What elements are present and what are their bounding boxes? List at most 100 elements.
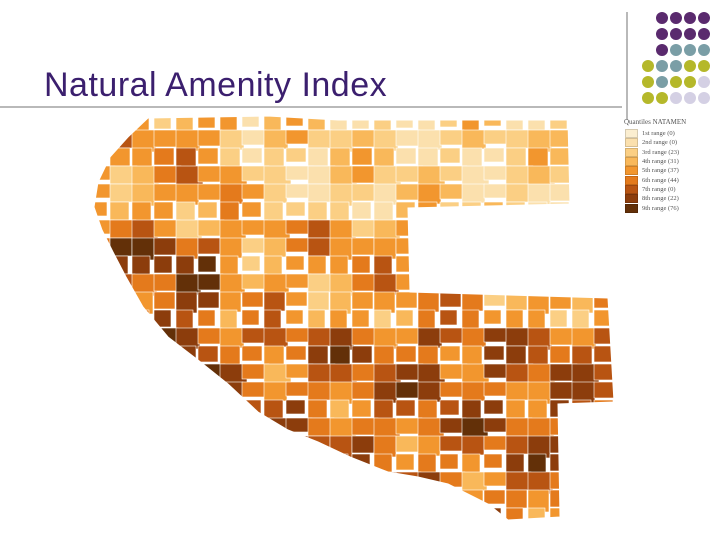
county-region xyxy=(395,327,421,345)
county-region xyxy=(131,435,155,459)
county-region xyxy=(549,237,573,256)
county-region xyxy=(94,291,110,307)
decorative-dot xyxy=(670,92,682,104)
county-region xyxy=(549,507,568,520)
county-region xyxy=(571,453,591,476)
county-region xyxy=(153,507,172,520)
county-region xyxy=(263,453,283,474)
legend-item: 1st range (0) xyxy=(620,129,720,139)
county-region xyxy=(94,417,115,433)
legend-swatch xyxy=(625,194,638,204)
county-region xyxy=(197,147,219,165)
county-region xyxy=(109,471,136,491)
county-region xyxy=(263,507,282,520)
county-region xyxy=(549,489,572,508)
county-region xyxy=(197,417,225,435)
decorative-dot xyxy=(642,60,654,72)
county-region xyxy=(616,454,622,474)
county-region xyxy=(285,399,306,415)
county-region xyxy=(527,219,555,243)
county-region xyxy=(285,183,310,199)
county-region xyxy=(219,417,247,439)
legend-swatch xyxy=(625,184,638,194)
county-region xyxy=(94,116,106,127)
county-region xyxy=(197,381,222,399)
county-region xyxy=(395,147,417,165)
decorative-dot xyxy=(656,92,668,104)
legend-swatch xyxy=(625,147,638,157)
county-region xyxy=(417,273,444,295)
county-region xyxy=(307,116,326,131)
county-region xyxy=(593,165,614,183)
county-region xyxy=(616,220,622,240)
county-region xyxy=(616,436,622,456)
county-region xyxy=(307,309,326,329)
county-region xyxy=(571,147,593,170)
county-region xyxy=(241,116,260,128)
county-region xyxy=(505,255,525,275)
county-region xyxy=(241,291,264,308)
county-region xyxy=(395,129,421,147)
county-region xyxy=(417,183,442,205)
county-region xyxy=(109,273,136,293)
county-region xyxy=(307,291,330,311)
county-region xyxy=(197,399,218,417)
horizontal-rule xyxy=(0,106,622,108)
county-region xyxy=(153,273,180,292)
county-region xyxy=(461,183,486,204)
county-region xyxy=(505,309,524,329)
county-region xyxy=(175,417,203,440)
decorative-dot xyxy=(684,44,696,56)
county-region xyxy=(483,255,503,271)
county-region xyxy=(263,327,289,348)
county-region xyxy=(153,399,174,418)
county-region xyxy=(439,219,467,236)
county-region xyxy=(153,147,175,166)
county-region xyxy=(285,471,312,487)
county-region xyxy=(571,471,598,494)
county-region xyxy=(616,382,622,402)
county-region xyxy=(94,345,109,361)
county-region xyxy=(197,116,216,129)
county-region xyxy=(197,291,220,309)
county-region xyxy=(285,345,307,361)
county-region xyxy=(307,399,328,419)
county-region xyxy=(109,435,133,455)
county-region xyxy=(241,309,260,326)
county-region xyxy=(571,255,591,278)
county-region xyxy=(373,489,396,512)
county-region xyxy=(571,219,599,242)
county-region xyxy=(461,147,483,168)
county-region xyxy=(483,507,502,520)
county-region xyxy=(483,453,503,469)
county-region xyxy=(593,219,614,237)
legend-item: 5th range (37) xyxy=(620,166,720,176)
county-region xyxy=(483,201,504,217)
county-region xyxy=(461,309,480,330)
legend-label: 8th range (22) xyxy=(642,195,679,203)
county-region xyxy=(197,237,221,255)
county-region xyxy=(285,147,307,163)
decorative-dot xyxy=(656,76,668,88)
county-region xyxy=(109,363,138,383)
decorative-dot xyxy=(670,44,682,56)
county-region xyxy=(505,435,529,455)
county-region xyxy=(351,345,373,364)
legend-label: 2nd range (0) xyxy=(642,139,678,147)
county-region xyxy=(417,345,439,367)
county-region xyxy=(285,129,311,145)
western-us-county-map xyxy=(88,112,622,522)
decorative-dot xyxy=(684,12,696,24)
county-region xyxy=(483,381,508,397)
county-region xyxy=(131,345,153,369)
legend-item: 7th range (0) xyxy=(620,184,720,194)
county-region xyxy=(417,219,445,241)
county-region xyxy=(94,201,108,217)
county-region xyxy=(417,453,437,475)
county-region xyxy=(109,381,134,401)
county-region xyxy=(197,345,219,363)
county-region xyxy=(175,363,204,386)
county-region xyxy=(417,129,443,151)
county-region xyxy=(263,345,285,366)
county-region xyxy=(175,471,202,494)
